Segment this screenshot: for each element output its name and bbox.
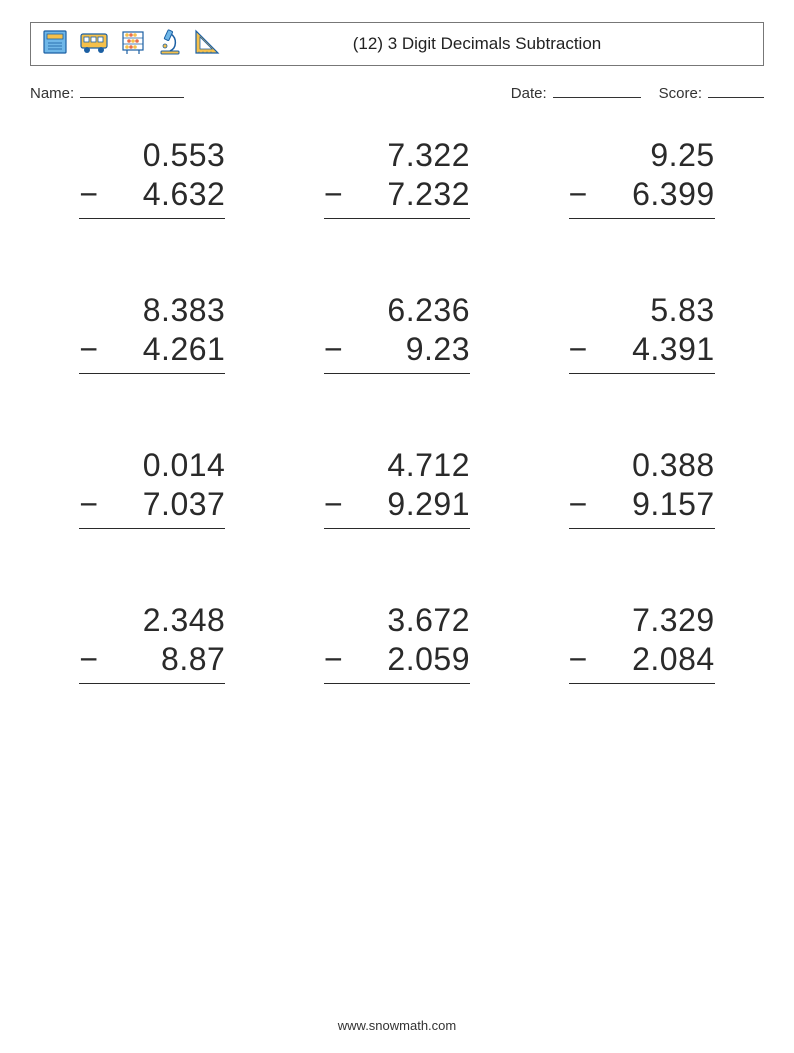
answer-line — [324, 373, 470, 374]
subtrahend-row: − 9.291 — [324, 485, 470, 524]
minuend: 0.553 — [79, 136, 225, 175]
subtrahend-row: − 9.23 — [324, 330, 470, 369]
problem-6: 5.83 − 4.391 — [569, 291, 715, 374]
minus-sign: − — [79, 175, 101, 214]
subtrahend-row: − 2.084 — [569, 640, 715, 679]
set-square-icon — [193, 28, 221, 61]
score-blank[interactable] — [708, 84, 764, 98]
date-label: Date: — [511, 85, 547, 102]
minus-sign: − — [79, 330, 101, 369]
minus-sign: − — [569, 175, 591, 214]
subtrahend: 9.157 — [591, 485, 715, 524]
minus-sign: − — [79, 485, 101, 524]
answer-line — [569, 528, 715, 529]
minuend: 7.322 — [324, 136, 470, 175]
minus-sign: − — [324, 175, 346, 214]
problem-8: 4.712 − 9.291 — [324, 446, 470, 529]
problem-7: 0.014 − 7.037 — [79, 446, 225, 529]
minuend: 0.388 — [569, 446, 715, 485]
minuend: 7.329 — [569, 601, 715, 640]
answer-line — [79, 683, 225, 684]
microscope-icon — [157, 28, 183, 61]
answer-line — [79, 373, 225, 374]
minuend: 5.83 — [569, 291, 715, 330]
subtrahend: 7.037 — [101, 485, 225, 524]
score-label: Score: — [659, 85, 702, 102]
minus-sign: − — [569, 485, 591, 524]
answer-line — [569, 683, 715, 684]
subtrahend: 6.399 — [591, 175, 715, 214]
subtrahend-row: − 6.399 — [569, 175, 715, 214]
minus-sign: − — [79, 640, 101, 679]
minuend: 0.014 — [79, 446, 225, 485]
name-label: Name: — [30, 85, 74, 102]
answer-line — [324, 528, 470, 529]
subtrahend-row: − 2.059 — [324, 640, 470, 679]
answer-line — [569, 218, 715, 219]
header-bar: (12) 3 Digit Decimals Subtraction — [30, 22, 764, 66]
problem-4: 8.383 − 4.261 — [79, 291, 225, 374]
footer-url: www.snowmath.com — [0, 1018, 794, 1033]
minus-sign: − — [569, 640, 591, 679]
minus-sign: − — [569, 330, 591, 369]
problems-grid: 0.553 − 4.632 7.322 − 7.232 9.25 − 6.399 — [30, 136, 764, 684]
problem-9: 0.388 − 9.157 — [569, 446, 715, 529]
subtrahend: 9.23 — [346, 330, 470, 369]
subtrahend-row: − 7.037 — [79, 485, 225, 524]
subtrahend: 7.232 — [346, 175, 470, 214]
problem-2: 7.322 − 7.232 — [324, 136, 470, 219]
school-bus-icon — [79, 28, 109, 61]
minuend: 3.672 — [324, 601, 470, 640]
subtrahend: 4.391 — [591, 330, 715, 369]
student-info-row: Name: Date: Score: — [30, 84, 764, 102]
textbook-icon — [41, 28, 69, 61]
answer-line — [79, 218, 225, 219]
minuend: 2.348 — [79, 601, 225, 640]
minuend: 4.712 — [324, 446, 470, 485]
header-icon-row — [41, 28, 221, 61]
minuend: 6.236 — [324, 291, 470, 330]
minus-sign: − — [324, 640, 346, 679]
subtrahend-row: − 9.157 — [569, 485, 715, 524]
problem-11: 3.672 − 2.059 — [324, 601, 470, 684]
worksheet-title: (12) 3 Digit Decimals Subtraction — [221, 34, 753, 54]
subtrahend: 8.87 — [101, 640, 225, 679]
problem-3: 9.25 − 6.399 — [569, 136, 715, 219]
minuend: 8.383 — [79, 291, 225, 330]
answer-line — [569, 373, 715, 374]
subtrahend: 4.632 — [101, 175, 225, 214]
subtrahend-row: − 4.261 — [79, 330, 225, 369]
name-blank[interactable] — [80, 84, 184, 98]
subtrahend-row: − 7.232 — [324, 175, 470, 214]
answer-line — [79, 528, 225, 529]
minus-sign: − — [324, 485, 346, 524]
subtrahend: 4.261 — [101, 330, 225, 369]
problem-5: 6.236 − 9.23 — [324, 291, 470, 374]
problem-10: 2.348 − 8.87 — [79, 601, 225, 684]
worksheet-page: (12) 3 Digit Decimals Subtraction Name: … — [0, 0, 794, 1053]
minus-sign: − — [324, 330, 346, 369]
subtrahend: 9.291 — [346, 485, 470, 524]
subtrahend-row: − 4.632 — [79, 175, 225, 214]
subtrahend: 2.059 — [346, 640, 470, 679]
subtrahend-row: − 8.87 — [79, 640, 225, 679]
subtrahend: 2.084 — [591, 640, 715, 679]
subtrahend-row: − 4.391 — [569, 330, 715, 369]
abacus-icon — [119, 28, 147, 61]
problem-12: 7.329 − 2.084 — [569, 601, 715, 684]
date-blank[interactable] — [553, 84, 641, 98]
answer-line — [324, 218, 470, 219]
answer-line — [324, 683, 470, 684]
minuend: 9.25 — [569, 136, 715, 175]
problem-1: 0.553 − 4.632 — [79, 136, 225, 219]
